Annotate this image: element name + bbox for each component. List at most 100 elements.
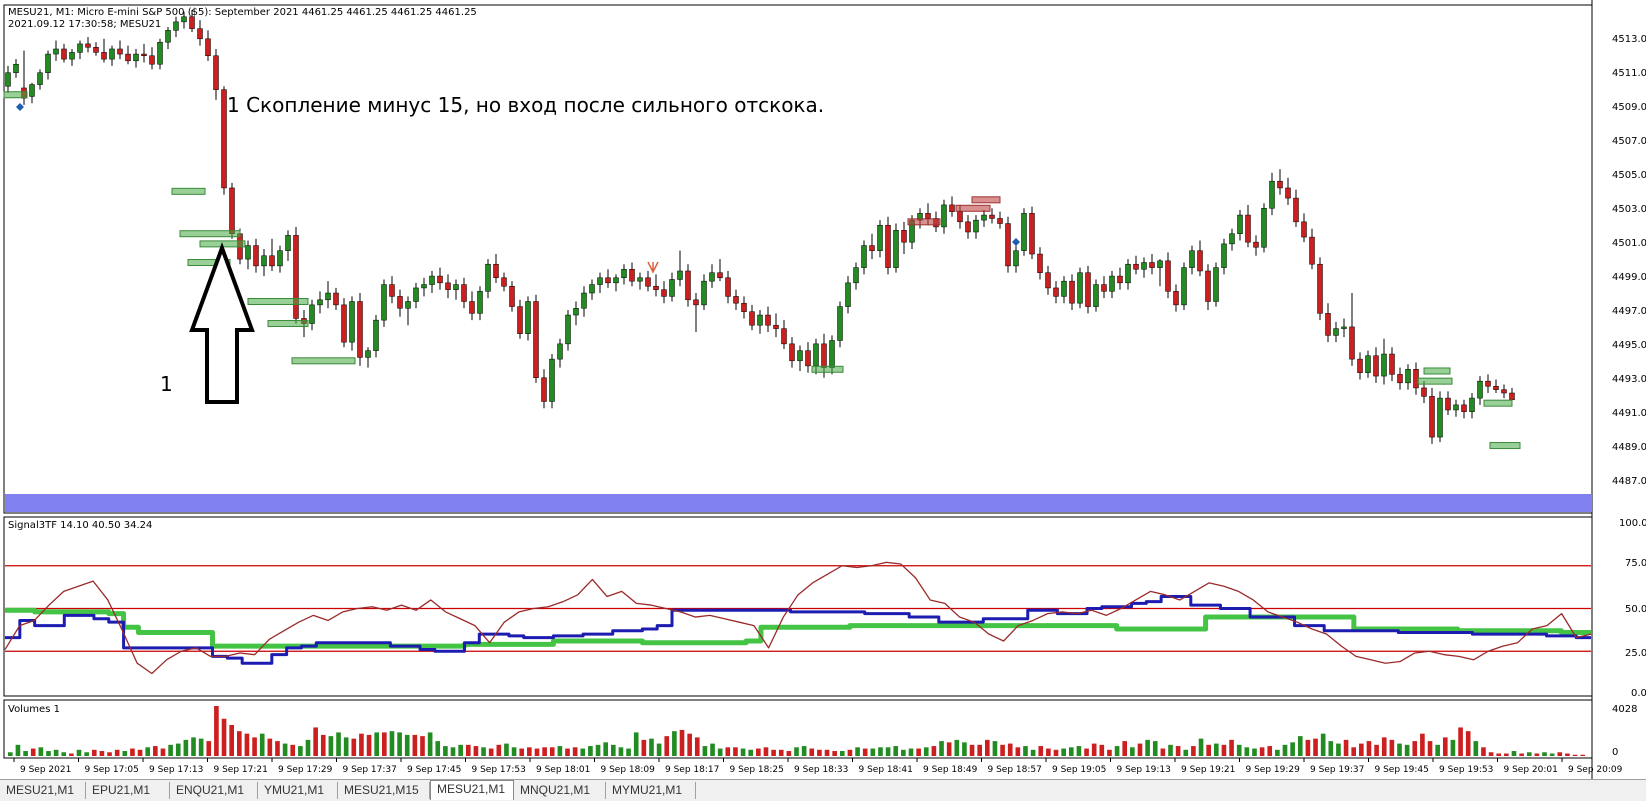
- candle-body: [645, 277, 651, 287]
- symbol-tab[interactable]: ENQU21,M1: [170, 782, 258, 799]
- bottom-band: [5, 494, 1592, 512]
- time-tick: 9 Sep 19:53: [1439, 765, 1493, 775]
- candle-body: [1149, 262, 1155, 268]
- volume-bar: [1099, 744, 1105, 756]
- volume-bar: [1435, 744, 1440, 756]
- volume-bar: [69, 753, 74, 756]
- volume-bar: [160, 748, 166, 756]
- candle-body: [949, 204, 955, 212]
- candle-body: [141, 53, 147, 57]
- price-tick: 4493.00: [1612, 374, 1646, 385]
- volume-bar: [244, 733, 250, 756]
- volume-bar: [1259, 747, 1265, 756]
- volume-bar: [382, 732, 387, 756]
- symbol-tab[interactable]: MESU21,M1: [430, 780, 514, 800]
- candle-body: [69, 52, 75, 60]
- candle-body: [885, 224, 891, 268]
- volume-bar: [901, 749, 906, 756]
- volume-bar: [977, 744, 983, 756]
- level-zone: [3, 91, 28, 99]
- symbol-tab[interactable]: EPU21,M1: [86, 782, 170, 799]
- volume-bar: [214, 706, 219, 756]
- symbol-tab[interactable]: MESU21,M15: [338, 782, 430, 799]
- diamond-marker-icon: [1012, 238, 1020, 246]
- time-tick: 9 Sep 19:05: [1052, 765, 1106, 775]
- volume-bars: [8, 706, 1585, 756]
- entry-arrow-icon: [189, 242, 255, 404]
- indicator-levels: [5, 565, 1591, 652]
- volume-bar: [465, 744, 471, 756]
- volume-bar: [511, 747, 517, 756]
- candle-body: [53, 48, 59, 55]
- volume-bar: [557, 746, 563, 756]
- volume-bar: [275, 741, 280, 756]
- candle-body: [333, 292, 339, 306]
- volume-bar: [549, 747, 555, 756]
- time-tick: 9 Sep 19:13: [1117, 765, 1171, 775]
- indicator-panel-frame: [3, 516, 1593, 697]
- candle-body: [781, 328, 787, 345]
- volume-bar: [282, 743, 288, 756]
- candle-body: [429, 275, 435, 285]
- symbol-tab[interactable]: MNQU21,M1: [514, 782, 606, 799]
- volume-bar: [1084, 748, 1089, 756]
- candle-body: [205, 38, 211, 57]
- candle-body: [293, 235, 299, 319]
- time-tick: 9 Sep 18:33: [794, 765, 848, 775]
- candle-body: [853, 267, 859, 284]
- volume-bar: [809, 748, 815, 756]
- volume-bar: [534, 748, 540, 756]
- volume-bar: [1236, 744, 1242, 756]
- volume-bar: [420, 736, 425, 756]
- candle-body: [1421, 387, 1427, 397]
- chart-header-time: 2021.09.12 17:30:58; MESU21: [8, 19, 161, 30]
- level-zone: [267, 320, 309, 328]
- symbol-tab[interactable]: YMU21,M1: [258, 782, 338, 799]
- candle-body: [13, 63, 19, 73]
- candle-body: [1325, 313, 1331, 336]
- candle-body: [77, 43, 83, 53]
- candle-body: [1389, 353, 1395, 375]
- candle-body: [397, 296, 403, 309]
- volume-bar: [1091, 743, 1097, 756]
- volume-bar: [1481, 747, 1486, 756]
- volume-bar: [1305, 739, 1311, 756]
- candle-body: [757, 314, 763, 326]
- volume-bar: [366, 734, 372, 756]
- volume-bar: [1076, 746, 1082, 756]
- candle-body: [1229, 233, 1235, 245]
- candle-body: [1437, 397, 1443, 438]
- volume-bar: [404, 734, 410, 756]
- symbol-tab[interactable]: MYMU21,M1: [606, 782, 696, 799]
- chart-header-symbol: MESU21, M1: Micro E-mini S&P 500 ($5): S…: [8, 7, 477, 18]
- candle-body: [1405, 369, 1411, 384]
- candle-body: [525, 301, 531, 334]
- candle-body: [365, 350, 371, 358]
- price-tick: 4505.00: [1612, 170, 1646, 181]
- price-panel-frame: [3, 4, 1593, 514]
- candle-body: [1269, 180, 1275, 209]
- candle-body: [149, 55, 155, 65]
- candle-body: [389, 284, 395, 297]
- candle-body: [1501, 389, 1507, 394]
- candle-body: [837, 306, 843, 341]
- symbol-tab[interactable]: MESU21,M1: [0, 782, 86, 799]
- volume-bar: [565, 748, 570, 756]
- indicator-tick: 100.00: [1619, 518, 1646, 529]
- volume-bar: [694, 737, 700, 756]
- volume-bar: [740, 748, 746, 756]
- candle-body: [437, 275, 443, 284]
- candle-body: [541, 377, 547, 402]
- volume-bar: [1068, 747, 1074, 756]
- price-tick: 4503.00: [1612, 204, 1646, 215]
- candle-body: [557, 343, 563, 360]
- candle-body: [1013, 250, 1019, 267]
- volume-bar: [992, 741, 998, 756]
- volume-bar: [1137, 743, 1143, 756]
- volume-bar: [1488, 752, 1494, 756]
- volume-bar: [649, 738, 654, 756]
- indicator-brown-line: [4, 561, 1592, 675]
- price-tick: 4499.00: [1612, 272, 1646, 283]
- volume-bar: [1152, 741, 1158, 756]
- candle-body: [133, 53, 139, 62]
